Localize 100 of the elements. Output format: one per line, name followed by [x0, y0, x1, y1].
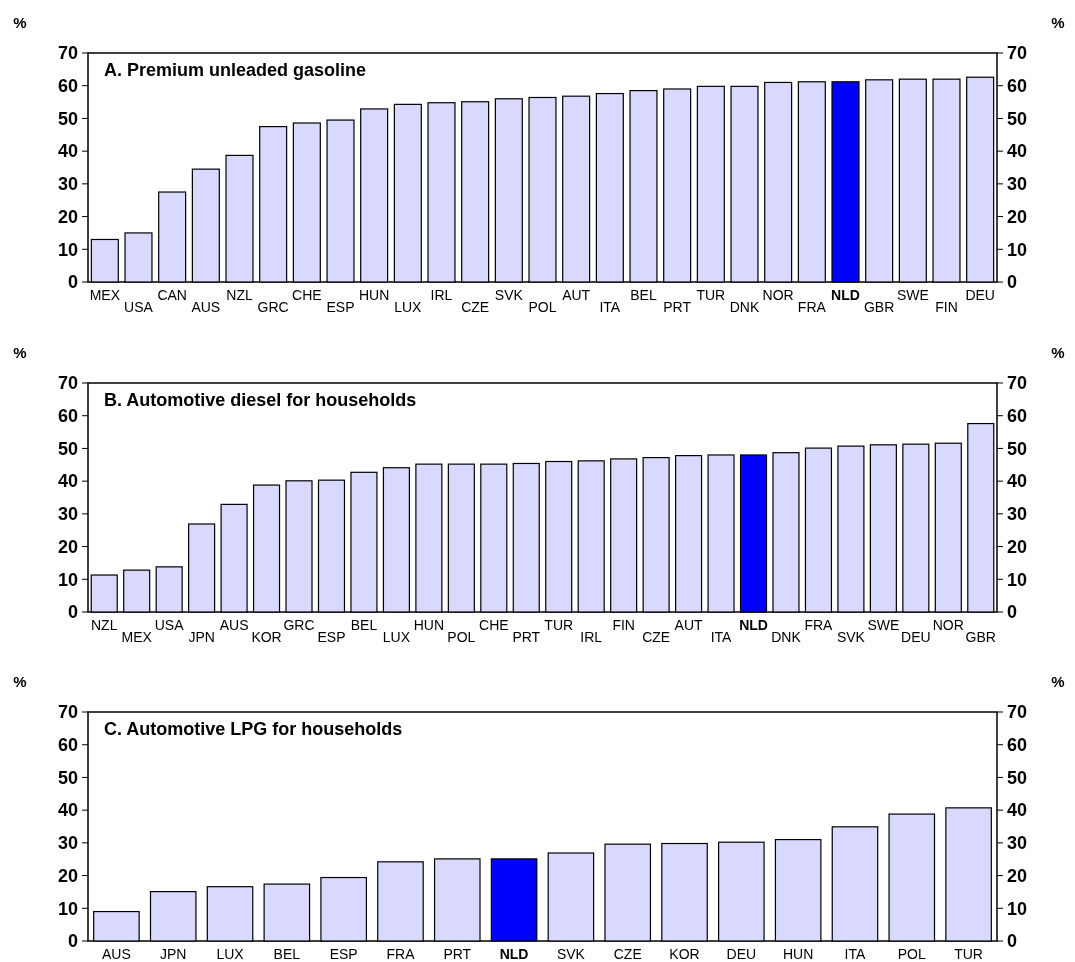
- y-tick-label: 30: [57, 833, 78, 854]
- y-tick-label: 20: [57, 206, 78, 227]
- x-tick-label: CAN: [157, 287, 187, 303]
- y2-tick-label: 50: [1007, 108, 1028, 129]
- x-tick-label: DEU: [901, 629, 931, 645]
- y2-tick-label: 10: [1007, 569, 1028, 590]
- x-tick-label: LUX: [394, 299, 423, 315]
- y2-tick-label: 0: [1007, 602, 1018, 623]
- x-tick-label: FIN: [935, 299, 958, 315]
- x-tick-label: ITA: [844, 946, 866, 962]
- x-tick-label: JPN: [159, 946, 187, 962]
- x-tick-label: BEL: [273, 946, 301, 962]
- x-tick-label: FRA: [386, 946, 416, 962]
- x-tick-label: FRA: [797, 299, 827, 315]
- x-tick-label: CHE: [292, 287, 322, 303]
- y-tick-label: 40: [57, 800, 78, 821]
- y-tick-label: 60: [57, 76, 78, 97]
- x-tick-label: CZE: [642, 629, 671, 645]
- x-tick-label: PRT: [512, 629, 541, 645]
- y-tick-label: 50: [57, 108, 78, 129]
- y2-tick-label: 0: [1007, 272, 1018, 293]
- x-tick-label: POL: [447, 629, 476, 645]
- x-tick-label: BEL: [350, 617, 378, 633]
- x-tick-label: JPN: [188, 629, 215, 645]
- y-tick-label: 20: [57, 536, 78, 557]
- x-tick-label: ESP: [326, 299, 355, 315]
- x-tick-label: SWE: [867, 617, 900, 633]
- y-axis-title: %: [13, 673, 27, 690]
- y-tick-label: 10: [57, 569, 78, 590]
- y-tick-label: 0: [67, 602, 78, 623]
- x-tick-label: NLD: [831, 287, 860, 303]
- y2-tick-label: 40: [1007, 471, 1028, 492]
- x-tick-label: CZE: [461, 299, 490, 315]
- y2-tick-label: 30: [1007, 174, 1028, 195]
- x-tick-label: DEU: [965, 287, 995, 303]
- x-tick-label: DEU: [726, 946, 757, 962]
- y-tick-label: 10: [57, 898, 78, 919]
- x-tick-label: IRL: [580, 629, 603, 645]
- x-tick-label: CHE: [479, 617, 509, 633]
- x-tick-label: IRL: [430, 287, 453, 303]
- x-tick-label: DNK: [771, 629, 802, 645]
- x-tick-label: NLD: [499, 946, 529, 962]
- y2-tick-label: 20: [1007, 206, 1028, 227]
- x-tick-label: AUS: [102, 946, 131, 962]
- y2-tick-label: 70: [1007, 702, 1028, 723]
- x-tick-label: PRT: [663, 299, 692, 315]
- y2-tick-label: 60: [1007, 406, 1028, 427]
- y2-axis-title: %: [1051, 673, 1065, 690]
- x-tick-label: NZL: [226, 287, 253, 303]
- x-tick-label: KOR: [251, 629, 282, 645]
- x-tick-label: NOR: [762, 287, 794, 303]
- chart-title: C. Automotive LPG for households: [104, 719, 403, 739]
- x-tick-label: ESP: [329, 946, 358, 962]
- x-tick-label: FRA: [804, 617, 834, 633]
- x-tick-label: LUX: [216, 946, 245, 962]
- x-tick-label: CZE: [613, 946, 642, 962]
- x-tick-label: TUR: [544, 617, 574, 633]
- x-tick-label: SVK: [494, 287, 524, 303]
- x-tick-label: MEX: [121, 629, 153, 645]
- x-tick-label: HUN: [358, 287, 390, 303]
- x-tick-label: TUR: [696, 287, 726, 303]
- x-tick-label: LUX: [382, 629, 411, 645]
- y2-tick-label: 20: [1007, 536, 1028, 557]
- x-tick-label: SVK: [556, 946, 586, 962]
- y2-tick-label: 50: [1007, 767, 1028, 788]
- y-tick-label: 70: [57, 373, 78, 394]
- x-tick-label: FIN: [612, 617, 635, 633]
- x-tick-label: BEL: [630, 287, 657, 303]
- x-tick-label: AUT: [562, 287, 591, 303]
- x-tick-label: GRC: [257, 299, 289, 315]
- chart-title: B. Automotive diesel for households: [104, 390, 417, 410]
- y-tick-label: 60: [57, 406, 78, 427]
- chart-title: A. Premium unleaded gasoline: [104, 60, 367, 80]
- y2-tick-label: 10: [1007, 239, 1028, 260]
- y-tick-label: 70: [57, 702, 78, 723]
- y2-tick-label: 70: [1007, 43, 1028, 64]
- y-tick-label: 0: [67, 931, 78, 952]
- x-tick-label: KOR: [669, 946, 700, 962]
- x-tick-label: POL: [528, 299, 557, 315]
- y-tick-label: 50: [57, 767, 78, 788]
- y-tick-label: 0: [67, 272, 78, 293]
- y-tick-label: 10: [57, 239, 78, 260]
- x-tick-label: NOR: [932, 617, 964, 633]
- y-tick-label: 20: [57, 865, 78, 886]
- y-tick-label: 60: [57, 735, 78, 756]
- y-tick-label: 30: [57, 174, 78, 195]
- y2-tick-label: 20: [1007, 865, 1028, 886]
- y2-tick-label: 70: [1007, 373, 1028, 394]
- x-tick-label: GRC: [283, 617, 315, 633]
- y-tick-label: 40: [57, 471, 78, 492]
- y2-tick-label: 30: [1007, 833, 1028, 854]
- x-tick-label: AUS: [191, 299, 221, 315]
- y-axis-title: %: [13, 14, 27, 31]
- y2-tick-label: 60: [1007, 735, 1028, 756]
- y2-tick-label: 10: [1007, 898, 1028, 919]
- x-tick-label: TUR: [954, 946, 983, 962]
- x-tick-label: NZL: [91, 617, 118, 633]
- y-tick-label: 30: [57, 504, 78, 525]
- x-tick-label: PRT: [443, 946, 472, 962]
- y2-axis-title: %: [1051, 14, 1065, 31]
